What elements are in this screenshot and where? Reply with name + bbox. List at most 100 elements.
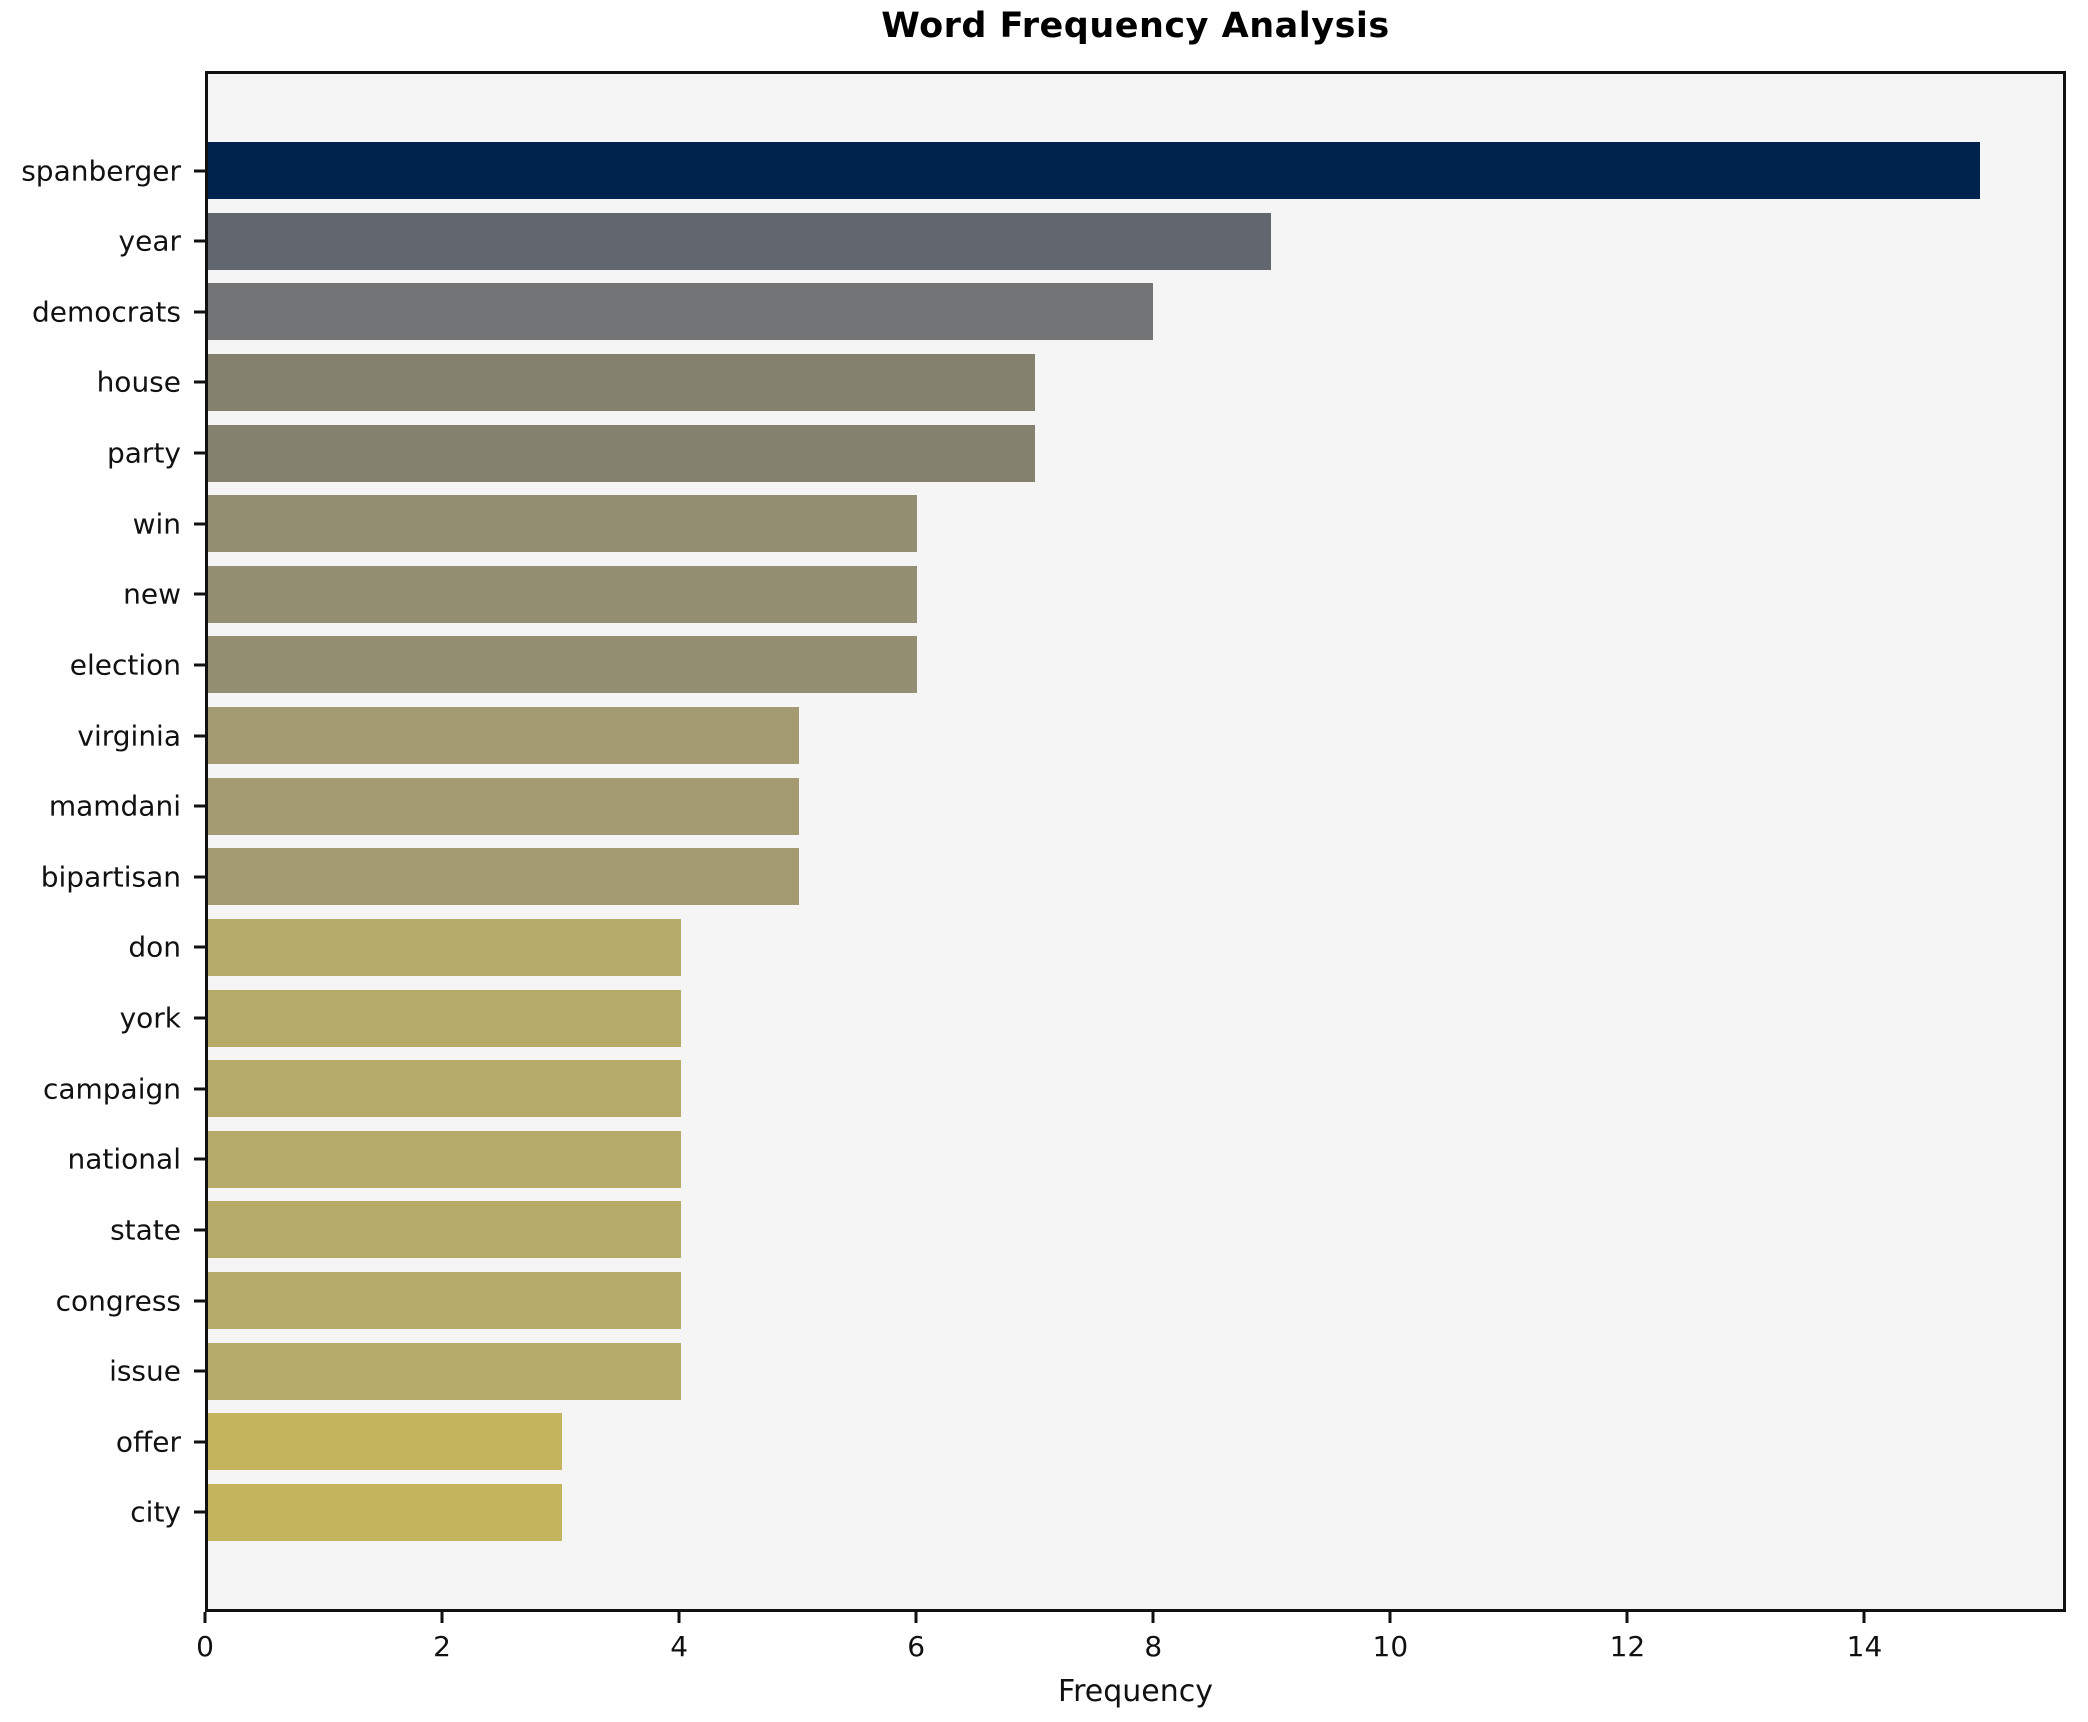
y-tick-label: party — [107, 436, 181, 470]
frequency-bar — [208, 283, 1154, 341]
y-tick-label: york — [119, 1001, 181, 1035]
x-tick-mark — [1388, 1612, 1392, 1623]
frequency-bar — [208, 1342, 681, 1400]
y-tick-mark — [194, 592, 205, 596]
bar-row: congress — [56, 1272, 2063, 1329]
x-tick-mark — [440, 1612, 444, 1623]
y-tick-label: city — [130, 1495, 181, 1529]
y-tick-mark — [194, 1299, 205, 1302]
bar-row: bipartisan — [41, 848, 2063, 906]
bars-container: spanberger year democrats house party win new e… — [21, 74, 2063, 1609]
chart-title: Word Frequency Analysis — [881, 6, 1390, 46]
frequency-bar — [208, 1060, 681, 1118]
y-tick-mark — [194, 380, 205, 384]
frequency-bar — [208, 565, 917, 623]
frequency-bar — [208, 636, 917, 694]
frequency-bar — [208, 212, 1272, 270]
y-tick-mark — [194, 875, 205, 879]
x-tick-label: 0 — [196, 1630, 214, 1663]
y-tick-label: don — [128, 930, 181, 964]
y-tick-mark — [194, 1157, 205, 1161]
frequency-bar — [208, 1201, 681, 1259]
y-tick-label: offer — [115, 1425, 181, 1459]
x-tick-mark — [1862, 1612, 1866, 1623]
y-tick-label: mamdani — [48, 789, 181, 823]
y-tick-label: congress — [55, 1284, 181, 1317]
x-tick-mark — [203, 1612, 207, 1623]
y-tick-label: issue — [109, 1354, 181, 1388]
bar-row: democrats — [32, 283, 2063, 341]
y-tick-label: virginia — [77, 719, 181, 752]
y-tick-label: national — [67, 1142, 181, 1176]
y-tick-label: house — [96, 365, 181, 399]
y-tick-label: bipartisan — [40, 860, 181, 894]
x-tick-label: 6 — [907, 1630, 926, 1663]
y-tick-mark — [194, 1228, 205, 1232]
plot-area: spanberger year democrats house party win new e… — [21, 71, 2066, 1612]
frequency-bar — [208, 848, 799, 906]
y-tick-mark — [194, 1510, 205, 1514]
x-tick-mark — [1625, 1612, 1629, 1623]
bar-row: issue — [109, 1342, 2063, 1400]
x-axis-label: Frequency — [1058, 1674, 1213, 1709]
y-tick-mark — [194, 1369, 205, 1373]
bar-row: state — [110, 1201, 2063, 1259]
frequency-bar — [208, 495, 917, 553]
x-tick-mark — [677, 1612, 681, 1623]
x-tick-label: 14 — [1846, 1630, 1883, 1663]
x-tick-label: 2 — [433, 1630, 451, 1663]
y-tick-mark — [194, 804, 205, 808]
frequency-bar — [208, 777, 799, 835]
y-tick-label: campaign — [42, 1072, 181, 1106]
frequency-bar — [208, 1272, 681, 1329]
bar-row: election — [70, 636, 2063, 694]
y-tick-mark — [194, 1087, 205, 1091]
x-tick-label: 10 — [1372, 1630, 1409, 1663]
bar-row: house — [97, 353, 2063, 411]
frequency-bar — [208, 1483, 563, 1541]
bar-row: new — [123, 565, 2063, 623]
frequency-bar — [208, 142, 1981, 199]
y-tick-mark — [194, 663, 205, 667]
y-tick-label: state — [110, 1213, 181, 1247]
y-tick-mark — [194, 945, 205, 949]
y-tick-label: democrats — [31, 295, 181, 329]
frequency-bar — [208, 707, 799, 764]
bar-row: offer — [116, 1413, 2063, 1471]
bar-row: campaign — [43, 1060, 2063, 1118]
x-tick-mark — [914, 1612, 918, 1623]
x-tick-label: 12 — [1609, 1630, 1646, 1663]
y-tick-label: election — [69, 648, 181, 682]
y-tick-mark — [194, 169, 205, 172]
y-tick-mark — [194, 310, 205, 314]
bar-row: city — [130, 1483, 2063, 1541]
y-tick-mark — [194, 1016, 205, 1020]
y-tick-mark — [194, 522, 205, 526]
bar-row: virginia — [77, 707, 2063, 764]
bar-row: national — [68, 1130, 2063, 1188]
bar-row: year — [119, 212, 2063, 270]
x-tick-mark — [1151, 1612, 1155, 1623]
x-tick-label: 4 — [670, 1630, 689, 1663]
bar-row: spanberger — [21, 142, 2063, 199]
y-tick-mark — [194, 239, 205, 243]
frequency-bar — [208, 353, 1036, 411]
y-tick-mark — [194, 734, 205, 737]
frequency-bar — [208, 1413, 563, 1471]
frequency-bar — [208, 424, 1036, 482]
y-tick-label: year — [118, 224, 181, 258]
bar-row: win — [133, 495, 2063, 553]
y-tick-label: new — [123, 577, 181, 611]
bar-row: mamdani — [49, 777, 2063, 835]
bar-row: don — [128, 918, 2063, 976]
frequency-bar — [208, 918, 681, 976]
y-tick-mark — [194, 1440, 205, 1444]
y-tick-mark — [194, 451, 205, 455]
y-tick-label: win — [132, 507, 181, 541]
bar-row: york — [120, 989, 2063, 1047]
y-tick-label: spanberger — [21, 154, 181, 187]
x-tick-label: 8 — [1144, 1630, 1163, 1663]
frequency-bar — [208, 1130, 681, 1188]
bar-row: party — [107, 424, 2063, 482]
